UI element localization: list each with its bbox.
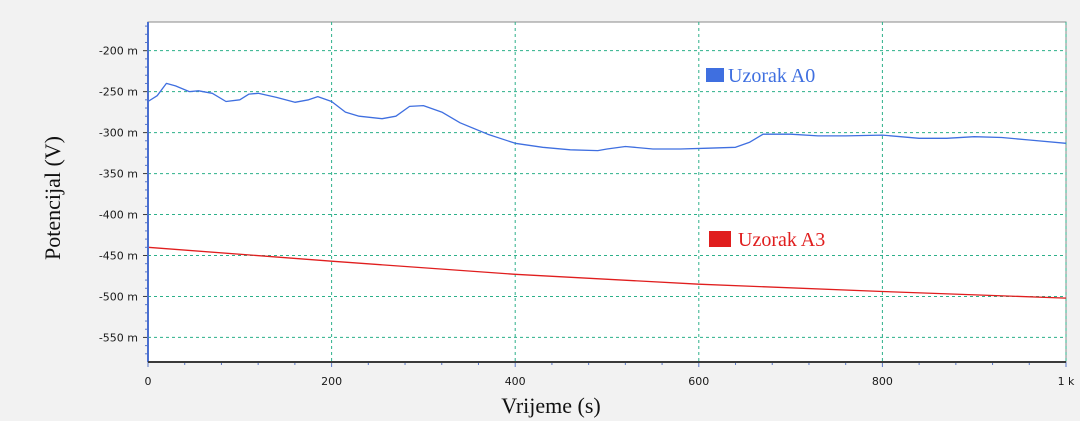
series-line-a3 bbox=[147, 246, 1067, 299]
axes bbox=[143, 22, 1067, 367]
legend-label-a0: Uzorak A0 bbox=[728, 65, 815, 87]
y-tick-label: -550 m bbox=[99, 331, 138, 344]
series-line-a0 bbox=[147, 82, 1067, 152]
gridlines bbox=[148, 22, 1067, 362]
legend-label-a3: Uzorak A3 bbox=[738, 229, 825, 251]
y-tick-label: -350 m bbox=[99, 168, 138, 181]
x-axis-title: Vrijeme (s) bbox=[501, 393, 600, 418]
y-tick-label: -200 m bbox=[99, 45, 138, 58]
legend-item-a0: Uzorak A0 bbox=[706, 65, 815, 87]
y-tick-label: -450 m bbox=[99, 249, 138, 262]
legend-item-a3: Uzorak A3 bbox=[709, 229, 825, 251]
x-tick-label: 1 k bbox=[1058, 375, 1075, 388]
plot-area bbox=[147, 21, 1067, 363]
y-tick-label: -400 m bbox=[99, 209, 138, 222]
series-lines bbox=[147, 82, 1067, 299]
y-tick-label: -300 m bbox=[99, 127, 138, 140]
x-tick-label: 600 bbox=[688, 375, 709, 388]
x-tick-label: 800 bbox=[872, 375, 893, 388]
x-tick-label: 400 bbox=[505, 375, 526, 388]
y-tick-label: -250 m bbox=[99, 86, 138, 99]
x-tick-label: 0 bbox=[145, 375, 152, 388]
x-tick-label: 200 bbox=[321, 375, 342, 388]
y-tick-label: -500 m bbox=[99, 290, 138, 303]
legend-swatch-a0 bbox=[706, 68, 724, 82]
y-axis-title: Potencijal (V) bbox=[40, 136, 65, 260]
legend-swatch-a3 bbox=[709, 231, 731, 247]
tick-labels: 0 200 400 600 800 1 k -200 m -250 m -300 m -350 m… bbox=[99, 45, 1075, 388]
